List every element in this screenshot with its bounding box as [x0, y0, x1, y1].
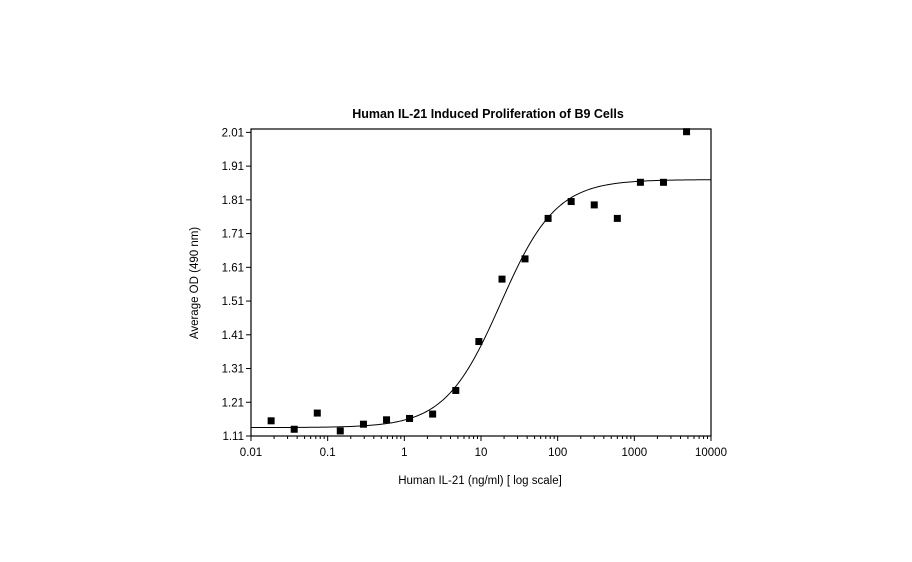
y-tick-label: 1.71: [222, 229, 244, 241]
y-tick-label: 1.51: [222, 296, 244, 308]
data-point: [544, 214, 552, 222]
data-point: [590, 201, 598, 209]
data-point: [313, 409, 321, 417]
data-point: [636, 178, 644, 186]
data-point: [383, 416, 391, 424]
data-point: [290, 425, 298, 433]
data-points: [267, 128, 691, 435]
data-point: [359, 420, 367, 428]
x-tick-label: 0.01: [240, 447, 262, 459]
x-tick-label: 1: [401, 447, 407, 459]
y-axis-label: Average OD (490 nm): [189, 227, 201, 339]
data-point: [267, 417, 275, 425]
data-point: [406, 414, 414, 422]
data-point: [683, 128, 691, 136]
y-axis-ticks: 1.11 1.21 1.31 1.41 1.51 1.61 1.71 1.81 1.91 2.01: [222, 127, 251, 443]
x-axis-ticks: 0.01 0.1 1 10 100 1000 10000: [240, 436, 727, 459]
data-point: [429, 410, 437, 418]
plot-frame: [250, 128, 712, 437]
data-point: [521, 255, 529, 263]
data-point: [567, 198, 575, 206]
y-tick-label: 1.91: [222, 161, 244, 173]
data-point: [452, 386, 460, 394]
y-tick-label: 1.41: [222, 330, 244, 342]
data-point: [659, 178, 667, 186]
x-tick-label: 100: [548, 447, 567, 459]
y-tick-label: 1.31: [222, 364, 244, 376]
chart-title: Human IL-21 Induced Proliferation of B9 …: [352, 107, 624, 121]
y-tick-label: 1.61: [222, 262, 244, 274]
y-tick-label: 2.01: [222, 127, 244, 139]
y-tick-label: 1.81: [222, 195, 244, 207]
y-tick-label: 1.11: [222, 431, 244, 443]
x-tick-label: 1000: [622, 447, 648, 459]
x-axis-label: Human IL-21 (ng/ml) [ log scale]: [398, 475, 562, 487]
fit-curve: [250, 179, 712, 429]
data-point: [613, 214, 621, 222]
data-point: [336, 427, 344, 435]
data-point: [475, 338, 483, 346]
data-point: [498, 275, 506, 283]
x-tick-label: 10000: [695, 447, 727, 459]
y-tick-label: 1.21: [222, 397, 244, 409]
x-tick-label: 10: [475, 447, 488, 459]
x-tick-label: 0.1: [320, 447, 336, 459]
